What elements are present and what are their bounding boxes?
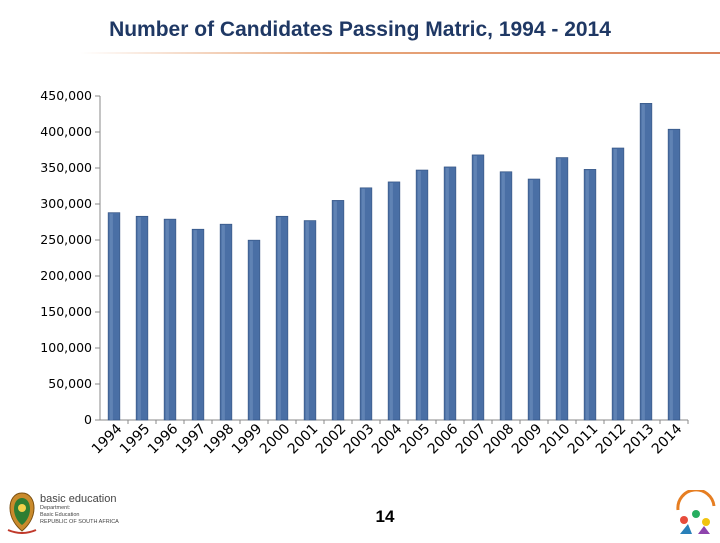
bar-highlight: [417, 171, 421, 420]
x-tick-label: 1998: [201, 421, 238, 458]
x-tick-label: 2012: [593, 421, 630, 458]
bar: [471, 154, 485, 421]
bar-highlight: [249, 241, 253, 420]
x-tick-label: 2013: [621, 421, 658, 458]
y-tick-label: 200,000: [40, 268, 92, 283]
x-tick-label: 1995: [117, 421, 154, 458]
bar-highlight: [585, 170, 589, 420]
bar: [499, 171, 513, 421]
anniversary-logo: [670, 488, 718, 538]
y-tick-label: 300,000: [40, 196, 92, 211]
bar: [443, 166, 457, 421]
chart-title: Number of Candidates Passing Matric, 199…: [109, 18, 611, 41]
x-tick-label: 1997: [173, 421, 210, 458]
x-tick-label: 2010: [537, 421, 574, 458]
bar: [639, 103, 653, 421]
bar-chart: 0 50,000 100,000 150,000 200,000 250,000 300,0…: [40, 88, 689, 458]
bar: [275, 215, 289, 421]
y-tick-label: 100,000: [40, 340, 92, 355]
x-tick-label: 2002: [313, 421, 350, 458]
bar: [107, 212, 121, 421]
bar: [303, 220, 317, 421]
bar-highlight: [529, 180, 533, 420]
x-tick-label: 2009: [509, 421, 546, 458]
bar: [527, 178, 541, 421]
page-number: 14: [375, 507, 395, 526]
x-tick-label: 1999: [229, 421, 266, 458]
department-line-2: Basic Education: [40, 512, 80, 518]
bar: [387, 181, 401, 421]
x-tick-label: 2011: [565, 421, 602, 458]
x-tick-label: 1996: [145, 421, 182, 458]
y-tick-label: 0: [84, 412, 92, 427]
bar-highlight: [641, 104, 645, 421]
x-tick-label: 2000: [257, 421, 294, 458]
bar: [583, 169, 597, 421]
bar-highlight: [193, 230, 197, 420]
x-tick-label: 2014: [649, 421, 686, 458]
x-tick-label: 1994: [89, 421, 126, 458]
bar-highlight: [221, 225, 225, 420]
bar-highlight: [557, 158, 561, 420]
bar-highlight: [137, 217, 141, 420]
x-tick-label: 2001: [285, 421, 322, 458]
bar-highlight: [445, 167, 449, 420]
y-tick-label: 450,000: [40, 88, 92, 103]
y-tick-label: 350,000: [40, 160, 92, 175]
bar-highlight: [473, 155, 477, 420]
department-name: basic education: [40, 493, 117, 505]
x-tick-label: 2003: [341, 421, 378, 458]
bar-highlight: [109, 213, 113, 420]
x-tick-label: 2008: [481, 421, 518, 458]
bar-highlight: [277, 217, 281, 420]
bar-highlight: [613, 148, 617, 420]
y-tick-label: 150,000: [40, 304, 92, 319]
bar-highlight: [389, 182, 393, 420]
bar-highlight: [305, 221, 309, 420]
bar: [555, 157, 569, 421]
x-tick-label: 2006: [425, 421, 462, 458]
x-tick-label: 2007: [453, 421, 490, 458]
bar: [611, 147, 625, 421]
x-tick-label: 2005: [397, 421, 434, 458]
bar: [415, 169, 429, 421]
bar: [163, 218, 177, 421]
coat-of-arms-icon: [7, 492, 37, 534]
title-divider: [80, 52, 720, 54]
department-line-3: REPUBLIC OF SOUTH AFRICA: [40, 519, 119, 525]
bar-highlight: [165, 220, 169, 420]
bar: [331, 200, 345, 421]
bar: [219, 223, 233, 421]
y-tick-label: 250,000: [40, 232, 92, 247]
y-tick-label: 50,000: [48, 376, 92, 391]
y-tick-label: 400,000: [40, 124, 92, 139]
bar: [667, 128, 681, 421]
bar: [247, 239, 261, 421]
bar-highlight: [361, 188, 365, 420]
bar-highlight: [501, 172, 505, 420]
x-tick-label: 2004: [369, 421, 406, 458]
department-logo: [4, 490, 134, 536]
bar-highlight: [669, 130, 673, 420]
bar: [359, 187, 373, 421]
department-line-1: Department:: [40, 505, 71, 511]
bar-highlight: [333, 201, 337, 420]
bar: [135, 215, 149, 421]
bar: [191, 228, 205, 421]
department-text: basic education Department: Basic Educat…: [40, 493, 119, 526]
anniversary-badge-icon: [676, 488, 716, 534]
